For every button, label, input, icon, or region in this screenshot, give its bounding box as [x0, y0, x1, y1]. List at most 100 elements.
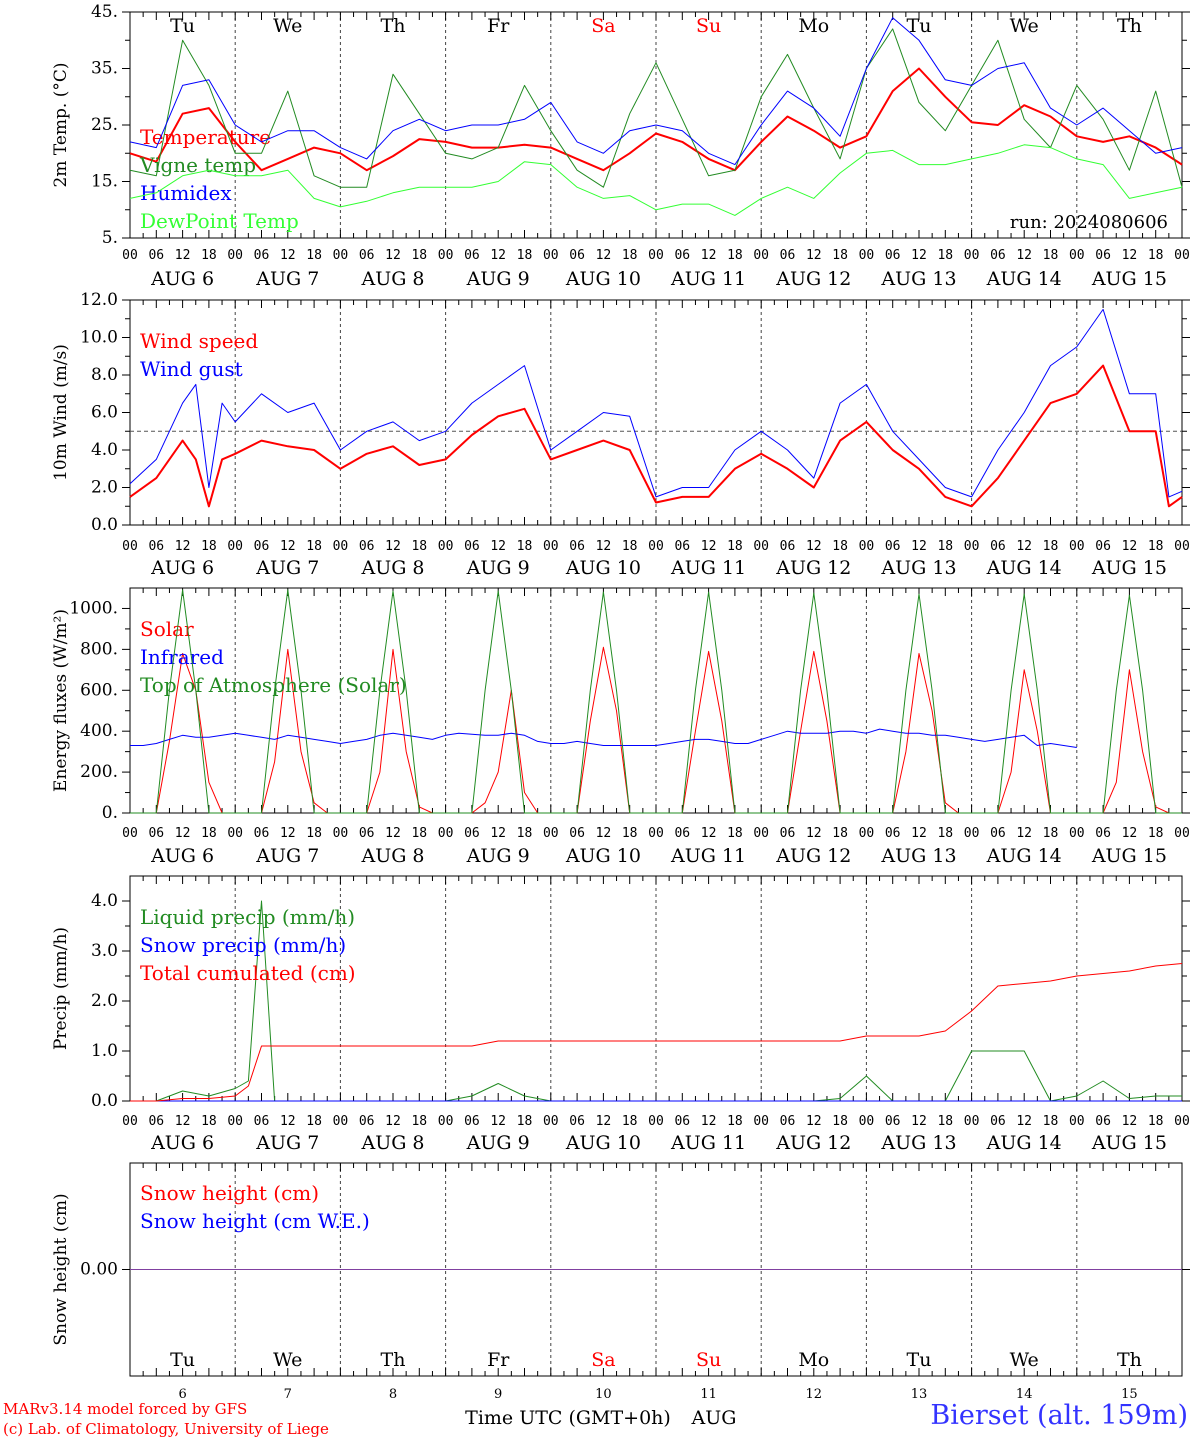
hour-label: 18	[727, 1114, 743, 1129]
hour-label: 12	[911, 248, 927, 263]
date-label: AUG 14	[986, 1132, 1062, 1154]
date-label: AUG 9	[466, 268, 530, 290]
hour-label: 12	[280, 248, 296, 263]
weekday-label: We	[273, 1349, 302, 1371]
legend-entry: Wind gust	[140, 357, 243, 381]
hour-label: 12	[806, 1114, 822, 1129]
y-tick-label: 25.	[91, 115, 118, 135]
date-label: AUG 13	[880, 268, 956, 290]
day-number-label: 12	[806, 1387, 823, 1402]
hour-label: 06	[359, 539, 375, 554]
date-label: AUG 6	[150, 557, 214, 579]
date-label: AUG 14	[986, 845, 1062, 867]
date-label: AUG 6	[150, 845, 214, 867]
weekday-label: Th	[381, 15, 406, 37]
hour-label: 18	[1043, 1114, 1059, 1129]
hour-label: 06	[569, 1114, 585, 1129]
y-tick-label: 5.	[102, 228, 118, 248]
hour-label: 18	[937, 1114, 953, 1129]
date-label: AUG 15	[1091, 845, 1167, 867]
hour-label: 06	[674, 539, 690, 554]
y-tick-label: 600.	[80, 680, 118, 700]
day-number-label: 9	[494, 1387, 502, 1402]
date-label: AUG 14	[986, 557, 1062, 579]
hour-label: 12	[175, 539, 191, 554]
hour-label: 06	[464, 1114, 480, 1129]
legend-entry: Snow height (cm W.E.)	[140, 1209, 370, 1233]
hour-label: 12	[596, 1114, 612, 1129]
y-tick-label: 12.0	[80, 290, 118, 310]
hour-label: 18	[727, 539, 743, 554]
hour-label: 06	[148, 248, 164, 263]
hour-label: 18	[832, 1114, 848, 1129]
legend-entry: Wind speed	[140, 329, 258, 353]
y-tick-label: 200.	[80, 762, 118, 782]
hour-label: 06	[464, 539, 480, 554]
weekday-label: Sa	[591, 1349, 615, 1371]
hour-label: 06	[569, 539, 585, 554]
hour-label: 00	[648, 539, 664, 554]
hour-label: 00	[1174, 248, 1190, 263]
hour-label: 00	[333, 826, 349, 841]
hour-label: 00	[122, 539, 138, 554]
hour-label: 18	[306, 539, 322, 554]
hour-label: 06	[569, 248, 585, 263]
y-tick-label: 2.0	[91, 991, 118, 1011]
y-tick-label: 1000.	[69, 598, 118, 618]
hour-label: 00	[227, 826, 243, 841]
date-label: AUG 9	[466, 845, 530, 867]
hour-label: 00	[438, 1114, 454, 1129]
hour-label: 06	[569, 826, 585, 841]
hour-label: 00	[543, 248, 559, 263]
day-number-label: 7	[284, 1387, 292, 1402]
hour-label: 18	[201, 1114, 217, 1129]
hour-label: 12	[806, 248, 822, 263]
y-tick-label: 800.	[80, 639, 118, 659]
hour-label: 18	[201, 826, 217, 841]
hour-label: 06	[885, 539, 901, 554]
hour-label: 00	[1174, 826, 1190, 841]
y-tick-label: 0.0	[91, 515, 118, 535]
hour-label: 00	[543, 826, 559, 841]
hour-label: 18	[306, 1114, 322, 1129]
day-number-label: 10	[595, 1387, 612, 1402]
hour-label: 12	[911, 826, 927, 841]
hour-label: 12	[280, 826, 296, 841]
hour-label: 06	[990, 826, 1006, 841]
hour-label: 00	[964, 1114, 980, 1129]
hour-label: 00	[648, 248, 664, 263]
hour-label: 00	[859, 826, 875, 841]
y-axis-label: Precip (mm/h)	[51, 927, 71, 1050]
date-label: AUG 10	[565, 268, 641, 290]
hour-label: 12	[280, 539, 296, 554]
hour-label: 12	[385, 539, 401, 554]
y-tick-label: 0.	[102, 803, 118, 823]
date-label: AUG 7	[255, 268, 319, 290]
hour-label: 06	[885, 1114, 901, 1129]
hour-label: 18	[727, 248, 743, 263]
weekday-label: Th	[381, 1349, 406, 1371]
y-tick-label: 35.	[91, 59, 118, 79]
hour-label: 18	[1043, 826, 1059, 841]
hour-label: 00	[964, 826, 980, 841]
hour-label: 12	[1122, 539, 1138, 554]
hour-label: 18	[1148, 539, 1164, 554]
hour-label: 00	[438, 826, 454, 841]
station-label: Bierset (alt. 159m)	[930, 1400, 1188, 1431]
hour-label: 18	[411, 1114, 427, 1129]
date-label: AUG 6	[150, 1132, 214, 1154]
hour-label: 06	[359, 1114, 375, 1129]
date-label: AUG 8	[360, 845, 424, 867]
hour-label: 12	[490, 248, 506, 263]
date-label: AUG 11	[670, 268, 746, 290]
date-label: AUG 8	[360, 1132, 424, 1154]
hour-label: 18	[1148, 826, 1164, 841]
hour-label: 12	[1016, 1114, 1032, 1129]
hour-label: 12	[701, 826, 717, 841]
date-label: AUG 10	[565, 845, 641, 867]
hour-label: 18	[517, 1114, 533, 1129]
hour-label: 12	[1122, 826, 1138, 841]
y-tick-label: 2.0	[91, 478, 118, 498]
hour-label: 18	[1148, 248, 1164, 263]
hour-label: 00	[227, 1114, 243, 1129]
